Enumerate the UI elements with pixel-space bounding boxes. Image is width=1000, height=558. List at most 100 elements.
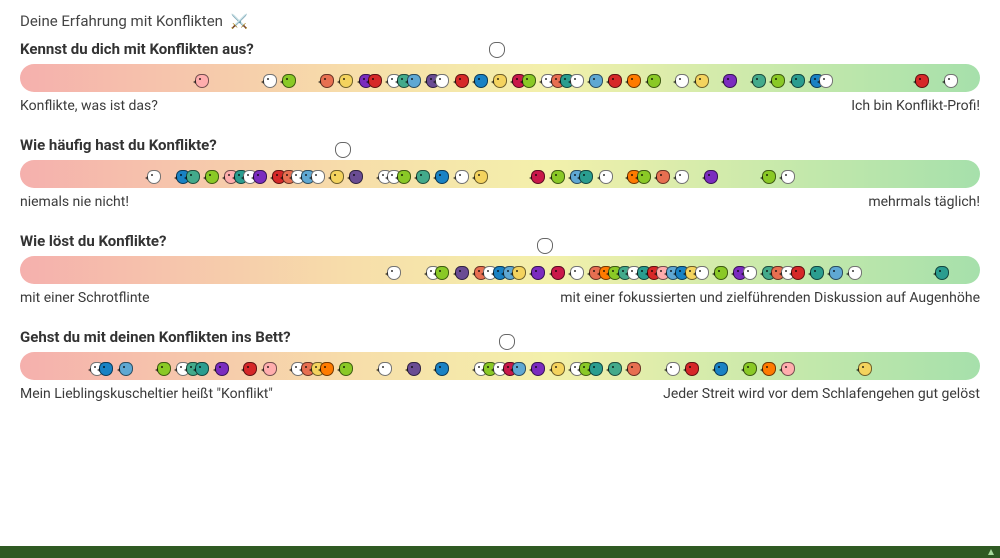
floating-avatar[interactable] xyxy=(537,238,559,260)
participant-avatar[interactable] xyxy=(193,72,211,90)
participant-avatar[interactable] xyxy=(750,72,768,90)
participant-avatar[interactable] xyxy=(817,72,835,90)
participant-avatar[interactable] xyxy=(577,168,595,186)
participant-avatar[interactable] xyxy=(280,72,298,90)
participant-avatar[interactable] xyxy=(635,168,653,186)
participant-avatar[interactable] xyxy=(433,360,451,378)
participant-avatar[interactable] xyxy=(741,360,759,378)
participant-avatar[interactable] xyxy=(741,264,759,282)
participant-avatar[interactable] xyxy=(433,168,451,186)
participant-avatar[interactable] xyxy=(779,168,797,186)
participant-avatar[interactable] xyxy=(433,72,451,90)
participant-avatar[interactable] xyxy=(405,360,423,378)
participant-avatar[interactable] xyxy=(683,360,701,378)
participant-avatar[interactable] xyxy=(529,264,547,282)
participant-avatar[interactable] xyxy=(769,72,787,90)
participant-avatar[interactable] xyxy=(654,168,672,186)
participant-avatar[interactable] xyxy=(213,360,231,378)
scale-labels: Mein Lieblingskuscheltier heißt "Konflik… xyxy=(20,386,980,402)
participant-avatar[interactable] xyxy=(337,72,355,90)
participant-avatar[interactable] xyxy=(625,72,643,90)
participant-avatar[interactable] xyxy=(933,264,951,282)
participant-avatar[interactable] xyxy=(549,264,567,282)
gradient-scale[interactable] xyxy=(20,160,980,188)
participant-avatar[interactable] xyxy=(472,168,490,186)
participant-avatar[interactable] xyxy=(606,72,624,90)
participant-avatar[interactable] xyxy=(261,72,279,90)
participant-avatar[interactable] xyxy=(453,168,471,186)
floating-avatar[interactable] xyxy=(489,42,511,64)
page-title: Deine Erfahrung mit Konflikten ⚔️ xyxy=(20,12,980,30)
participant-avatar[interactable] xyxy=(529,360,547,378)
participant-avatar[interactable] xyxy=(453,72,471,90)
participant-avatar[interactable] xyxy=(184,168,202,186)
participant-avatar[interactable] xyxy=(625,360,643,378)
participant-avatar[interactable] xyxy=(606,360,624,378)
participant-avatar[interactable] xyxy=(510,264,528,282)
floating-avatar[interactable] xyxy=(335,142,357,164)
participant-avatar[interactable] xyxy=(414,168,432,186)
gradient-scale[interactable] xyxy=(20,256,980,284)
participant-avatar[interactable] xyxy=(241,360,259,378)
gradient-scale[interactable] xyxy=(20,352,980,380)
participant-avatar[interactable] xyxy=(529,168,547,186)
participant-avatar[interactable] xyxy=(789,264,807,282)
participant-avatar[interactable] xyxy=(760,360,778,378)
participant-avatar[interactable] xyxy=(721,72,739,90)
participant-avatar[interactable] xyxy=(597,168,615,186)
participant-avatar[interactable] xyxy=(942,72,960,90)
participant-avatar[interactable] xyxy=(453,264,471,282)
participant-avatar[interactable] xyxy=(856,360,874,378)
participant-avatar[interactable] xyxy=(433,264,451,282)
participant-avatar[interactable] xyxy=(395,168,413,186)
participant-avatar[interactable] xyxy=(251,168,269,186)
participant-avatar[interactable] xyxy=(702,168,720,186)
participant-avatar[interactable] xyxy=(673,72,691,90)
bird-icon xyxy=(243,362,257,376)
participant-avatar[interactable] xyxy=(693,264,711,282)
participant-avatar[interactable] xyxy=(203,168,221,186)
participant-avatar[interactable] xyxy=(712,360,730,378)
participant-avatar[interactable] xyxy=(376,360,394,378)
participant-avatar[interactable] xyxy=(520,72,538,90)
participant-avatar[interactable] xyxy=(587,360,605,378)
participant-avatar[interactable] xyxy=(693,72,711,90)
participant-avatar[interactable] xyxy=(568,264,586,282)
participant-avatar[interactable] xyxy=(309,168,327,186)
participant-avatar[interactable] xyxy=(827,264,845,282)
participant-avatar[interactable] xyxy=(318,72,336,90)
participant-avatar[interactable] xyxy=(261,360,279,378)
participant-avatar[interactable] xyxy=(568,72,586,90)
participant-avatar[interactable] xyxy=(673,168,691,186)
participant-avatar[interactable] xyxy=(385,264,403,282)
participant-avatar[interactable] xyxy=(712,264,730,282)
participant-avatar[interactable] xyxy=(779,360,797,378)
participant-avatar[interactable] xyxy=(155,360,173,378)
bird-icon xyxy=(215,362,229,376)
participant-avatar[interactable] xyxy=(145,168,163,186)
participant-avatar[interactable] xyxy=(789,72,807,90)
participant-avatar[interactable] xyxy=(337,360,355,378)
participant-avatar[interactable] xyxy=(913,72,931,90)
participant-avatar[interactable] xyxy=(97,360,115,378)
participant-avatar[interactable] xyxy=(760,168,778,186)
participant-avatar[interactable] xyxy=(347,168,365,186)
participant-avatar[interactable] xyxy=(846,264,864,282)
participant-avatar[interactable] xyxy=(549,168,567,186)
participant-avatar[interactable] xyxy=(328,168,346,186)
participant-avatar[interactable] xyxy=(664,360,682,378)
participant-avatar[interactable] xyxy=(117,360,135,378)
participant-avatar[interactable] xyxy=(510,360,528,378)
gradient-scale[interactable] xyxy=(20,64,980,92)
participant-avatar[interactable] xyxy=(587,72,605,90)
participant-avatar[interactable] xyxy=(808,264,826,282)
floating-avatar[interactable] xyxy=(499,334,521,356)
participant-avatar[interactable] xyxy=(491,72,509,90)
participant-avatar[interactable] xyxy=(645,72,663,90)
participant-avatar[interactable] xyxy=(405,72,423,90)
participant-avatar[interactable] xyxy=(472,72,490,90)
participant-avatar[interactable] xyxy=(318,360,336,378)
participant-avatar[interactable] xyxy=(193,360,211,378)
participant-avatar[interactable] xyxy=(366,72,384,90)
participant-avatar[interactable] xyxy=(549,360,567,378)
